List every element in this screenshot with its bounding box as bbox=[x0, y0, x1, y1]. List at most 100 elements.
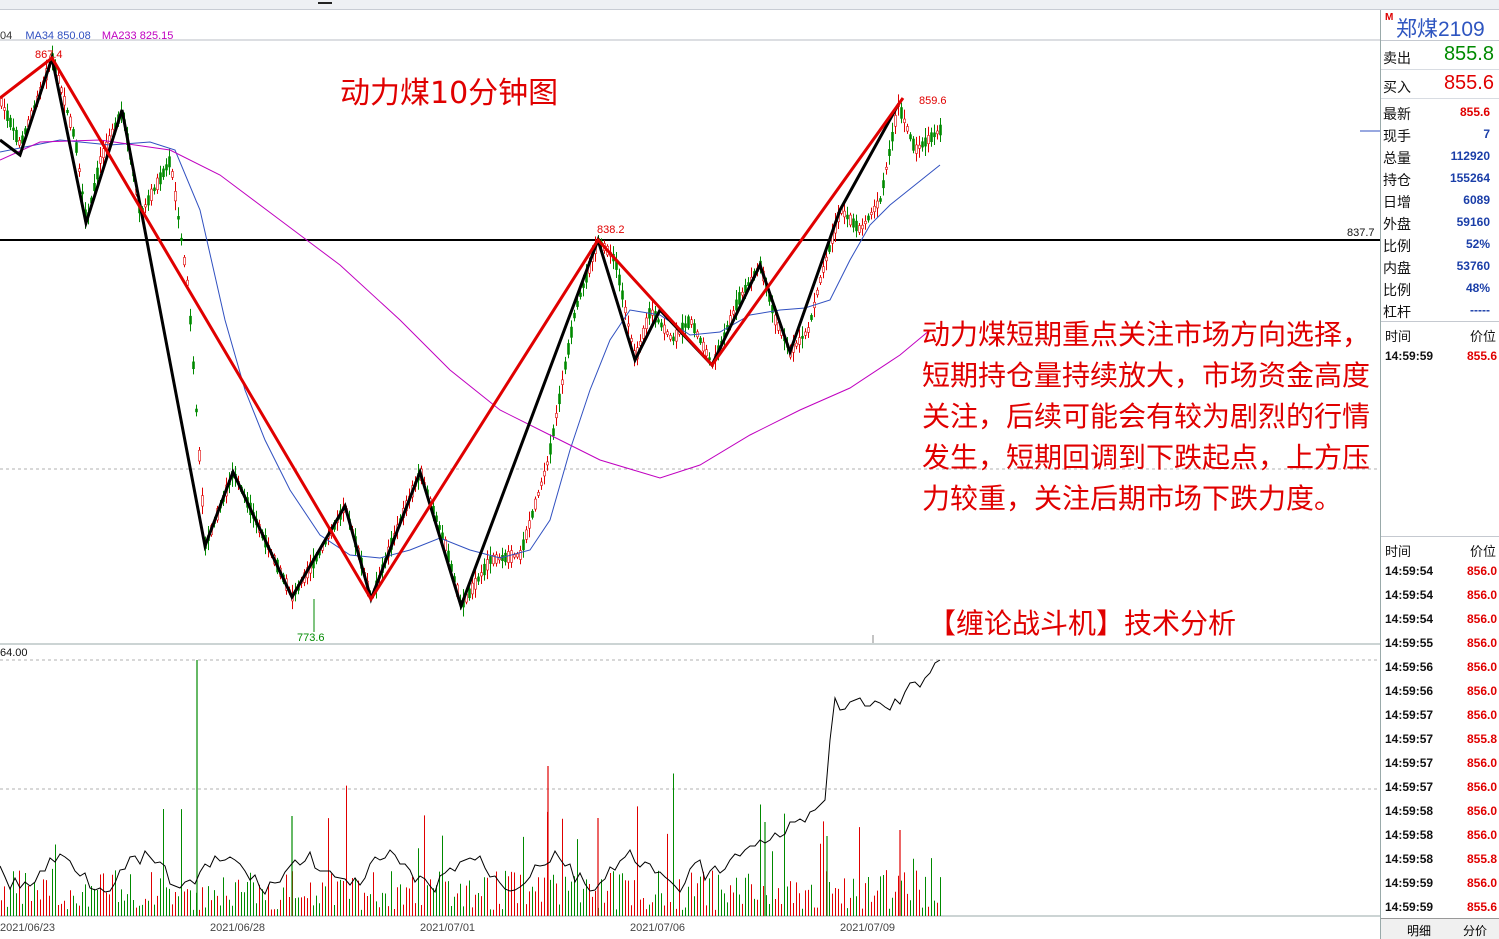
candle-body bbox=[153, 187, 156, 192]
candlestick-series bbox=[0, 45, 942, 617]
recent-tick-header: 时间 价位 bbox=[1381, 322, 1499, 344]
candle-body bbox=[867, 215, 870, 221]
tick-time: 14:59:54 bbox=[1385, 588, 1434, 602]
candle-body bbox=[495, 554, 498, 564]
market-marker: M bbox=[1385, 12, 1394, 23]
candle-body bbox=[165, 164, 168, 171]
candle-body bbox=[828, 245, 831, 252]
candle-body bbox=[927, 135, 930, 145]
candle-body bbox=[498, 556, 501, 561]
candle-body bbox=[183, 257, 186, 266]
tick-price: 856.0 bbox=[1466, 876, 1497, 890]
candle-body bbox=[801, 335, 804, 339]
candle-body bbox=[534, 498, 537, 510]
candle-body bbox=[150, 188, 153, 201]
date-label: 2021/07/01 bbox=[420, 922, 475, 934]
quote-stat-label: 总量 bbox=[1383, 150, 1411, 166]
quote-stat-label: 比例 bbox=[1383, 282, 1411, 298]
candle-body bbox=[468, 588, 471, 599]
tick-row: 14:59:56 856.0 bbox=[1381, 679, 1499, 703]
candle-body bbox=[15, 129, 18, 143]
ma233-line bbox=[0, 139, 931, 479]
candle-body bbox=[888, 149, 891, 156]
tick-price: 855.8 bbox=[1466, 732, 1497, 746]
peak-right-label: 859.6 bbox=[919, 95, 947, 107]
candle-body bbox=[708, 357, 711, 361]
tick-time: 14:59:57 bbox=[1385, 756, 1434, 770]
tick-row: 14:59:59 855.6 bbox=[1381, 895, 1499, 919]
candle-body bbox=[192, 361, 195, 370]
candle-body bbox=[102, 148, 105, 158]
candle-body bbox=[933, 132, 936, 138]
candle-body bbox=[819, 277, 822, 283]
candle-body bbox=[861, 224, 864, 230]
candle-body bbox=[189, 315, 192, 325]
candle-body bbox=[492, 554, 495, 565]
sell-value: 855.8 bbox=[1443, 43, 1494, 65]
tick-time: 14:59:56 bbox=[1385, 684, 1434, 698]
candle-body bbox=[543, 470, 546, 477]
candle-body bbox=[699, 337, 702, 344]
quote-stat-row: 最新 855.6 bbox=[1381, 101, 1499, 123]
candle-body bbox=[516, 553, 519, 558]
candle-body bbox=[483, 563, 486, 576]
quote-stat-value: 48% bbox=[1465, 281, 1490, 295]
candle-body bbox=[156, 177, 159, 190]
candle-body bbox=[441, 532, 444, 540]
panel-divider bbox=[1381, 321, 1499, 322]
quote-stat-row: 日增 6089 bbox=[1381, 189, 1499, 211]
candle-body bbox=[564, 361, 567, 370]
candle-body bbox=[642, 327, 645, 339]
candle-body bbox=[684, 323, 687, 328]
tick-time: 14:59:57 bbox=[1385, 780, 1434, 794]
tick-list[interactable]: 时间 价位 14:59:54 856.0 14:59:54 856.0 14:59:54… bbox=[1381, 536, 1499, 919]
quote-stat-value: 59160 bbox=[1456, 215, 1490, 229]
price-header: 价位 bbox=[1469, 329, 1496, 344]
tick-time: 14:59:55 bbox=[1385, 636, 1434, 650]
candle-body bbox=[537, 492, 540, 496]
tick-rows: 14:59:54 856.0 14:59:54 856.0 14:59:54 856.0 1… bbox=[1381, 559, 1499, 919]
candle-body bbox=[690, 319, 693, 325]
tick-row: 14:59:58 856.0 bbox=[1381, 799, 1499, 823]
quote-stat-label: 最新 bbox=[1383, 106, 1411, 122]
quote-stat-value: 7 bbox=[1483, 127, 1490, 141]
analysis-note: 动力煤短期重点关注市场方向选择，短期持仓量持续放大，市场资金高度关注，后续可能会… bbox=[922, 318, 1371, 515]
candle-body bbox=[675, 329, 678, 342]
price-chart[interactable]: 867.4 859.6 838.2 773.6 837.7 64.00 2021… bbox=[0, 10, 1380, 939]
tick-row: 14:59:55 856.0 bbox=[1381, 631, 1499, 655]
tick-price: 855.8 bbox=[1466, 852, 1497, 866]
tab-split[interactable]: 分价 bbox=[1463, 924, 1488, 938]
candle-body bbox=[666, 331, 669, 335]
tick-time-header: 时间 bbox=[1385, 544, 1412, 559]
candle-body bbox=[915, 144, 918, 154]
tick-price: 856.0 bbox=[1466, 756, 1497, 770]
candle-body bbox=[798, 337, 801, 345]
symbol-header[interactable]: M 郑煤2109 bbox=[1381, 10, 1499, 41]
tick-row: 14:59:58 856.0 bbox=[1381, 823, 1499, 847]
quote-stat-row: 持仓 155264 bbox=[1381, 167, 1499, 189]
candle-body bbox=[195, 408, 198, 413]
candle-body bbox=[567, 343, 570, 355]
candle-body bbox=[900, 107, 903, 119]
ma-legend: 04 MA34 850.08 MA233 825.15 bbox=[0, 30, 173, 42]
tick-time: 14:59:58 bbox=[1385, 828, 1434, 842]
ma34-line bbox=[0, 139, 941, 559]
candle-body bbox=[732, 310, 735, 315]
tick-row: 14:59:57 856.0 bbox=[1381, 751, 1499, 775]
candle-body bbox=[474, 578, 477, 590]
candle-body bbox=[477, 576, 480, 582]
candle-body bbox=[843, 210, 846, 218]
candle-body bbox=[660, 322, 663, 328]
candle-body bbox=[60, 87, 63, 93]
candle-body bbox=[702, 341, 705, 352]
candle-body bbox=[651, 309, 654, 316]
sell-row: 卖出 855.8 bbox=[1381, 41, 1499, 70]
candle-body bbox=[663, 324, 666, 334]
candle-body bbox=[621, 290, 624, 300]
tab-detail[interactable]: 明细 bbox=[1407, 924, 1432, 938]
quote-stat-value: 155264 bbox=[1449, 171, 1490, 185]
ma-legend-prefix: 04 bbox=[0, 30, 13, 42]
tick-time: 14:59:59 bbox=[1385, 876, 1434, 890]
quote-stat-value: 53760 bbox=[1456, 259, 1490, 273]
candle-body bbox=[18, 140, 21, 146]
